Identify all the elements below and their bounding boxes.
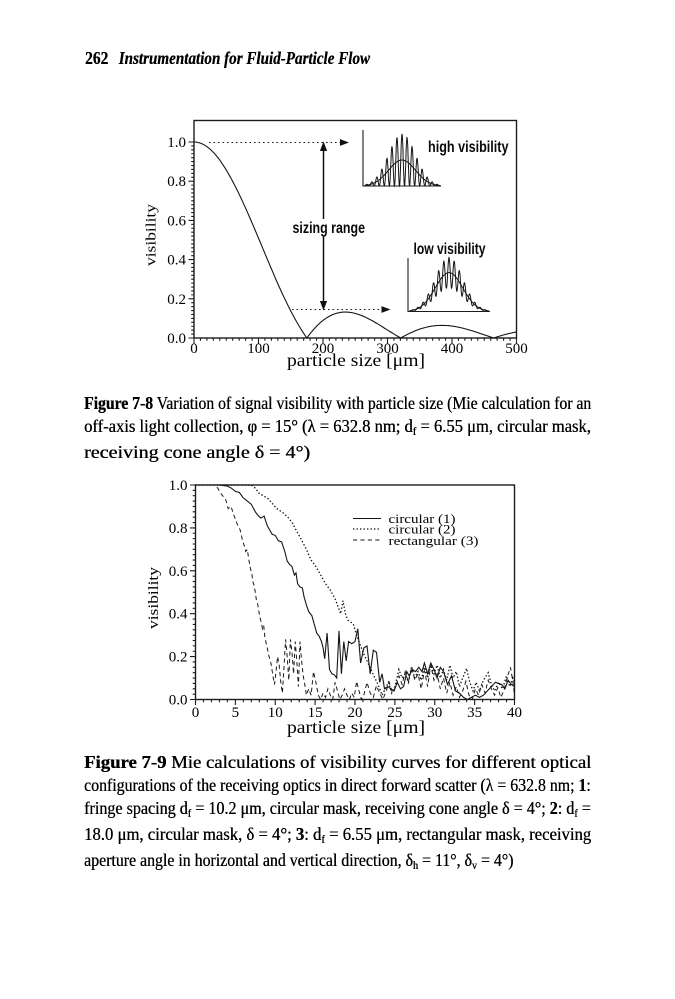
svg-text:0: 0 [190, 341, 198, 357]
svg-text:500: 500 [505, 341, 528, 357]
svg-text:rectangular (3): rectangular (3) [389, 533, 479, 548]
svg-text:400: 400 [441, 341, 464, 357]
svg-text:0.0: 0.0 [167, 331, 186, 347]
svg-text:low visibility: low visibility [414, 241, 486, 258]
svg-text:particle size [μm]: particle size [μm] [287, 350, 425, 370]
svg-text:1.0: 1.0 [169, 478, 188, 494]
svg-text:circular (2): circular (2) [389, 522, 456, 537]
svg-text:25: 25 [387, 705, 402, 721]
svg-text:0.2: 0.2 [169, 650, 188, 666]
svg-text:0.4: 0.4 [169, 607, 188, 623]
svg-text:0.4: 0.4 [167, 253, 186, 269]
svg-text:30: 30 [427, 705, 442, 721]
svg-text:100: 100 [247, 341, 270, 357]
svg-text:visibility: visibility [146, 566, 162, 629]
svg-text:20: 20 [348, 705, 363, 721]
svg-text:0.8: 0.8 [167, 174, 186, 190]
svg-text:0: 0 [192, 705, 200, 721]
svg-text:particle size [μm]: particle size [μm] [287, 717, 425, 737]
svg-text:10: 10 [268, 705, 283, 721]
svg-text:5: 5 [232, 705, 240, 721]
svg-text:circular (1): circular (1) [389, 511, 456, 526]
svg-text:0.6: 0.6 [169, 564, 188, 580]
svg-text:0.6: 0.6 [167, 213, 186, 229]
svg-text:300: 300 [376, 341, 399, 357]
svg-text:0.2: 0.2 [167, 292, 186, 308]
svg-text:200: 200 [312, 341, 335, 357]
svg-text:sizing range: sizing range [293, 220, 366, 237]
svg-text:40: 40 [507, 705, 522, 721]
svg-text:35: 35 [467, 705, 482, 721]
svg-text:1.0: 1.0 [167, 135, 186, 151]
svg-text:high visibility: high visibility [428, 139, 509, 156]
svg-text:0.8: 0.8 [169, 521, 188, 537]
svg-text:0.0: 0.0 [169, 693, 188, 709]
svg-text:15: 15 [308, 705, 323, 721]
svg-text:visibility: visibility [144, 203, 160, 266]
